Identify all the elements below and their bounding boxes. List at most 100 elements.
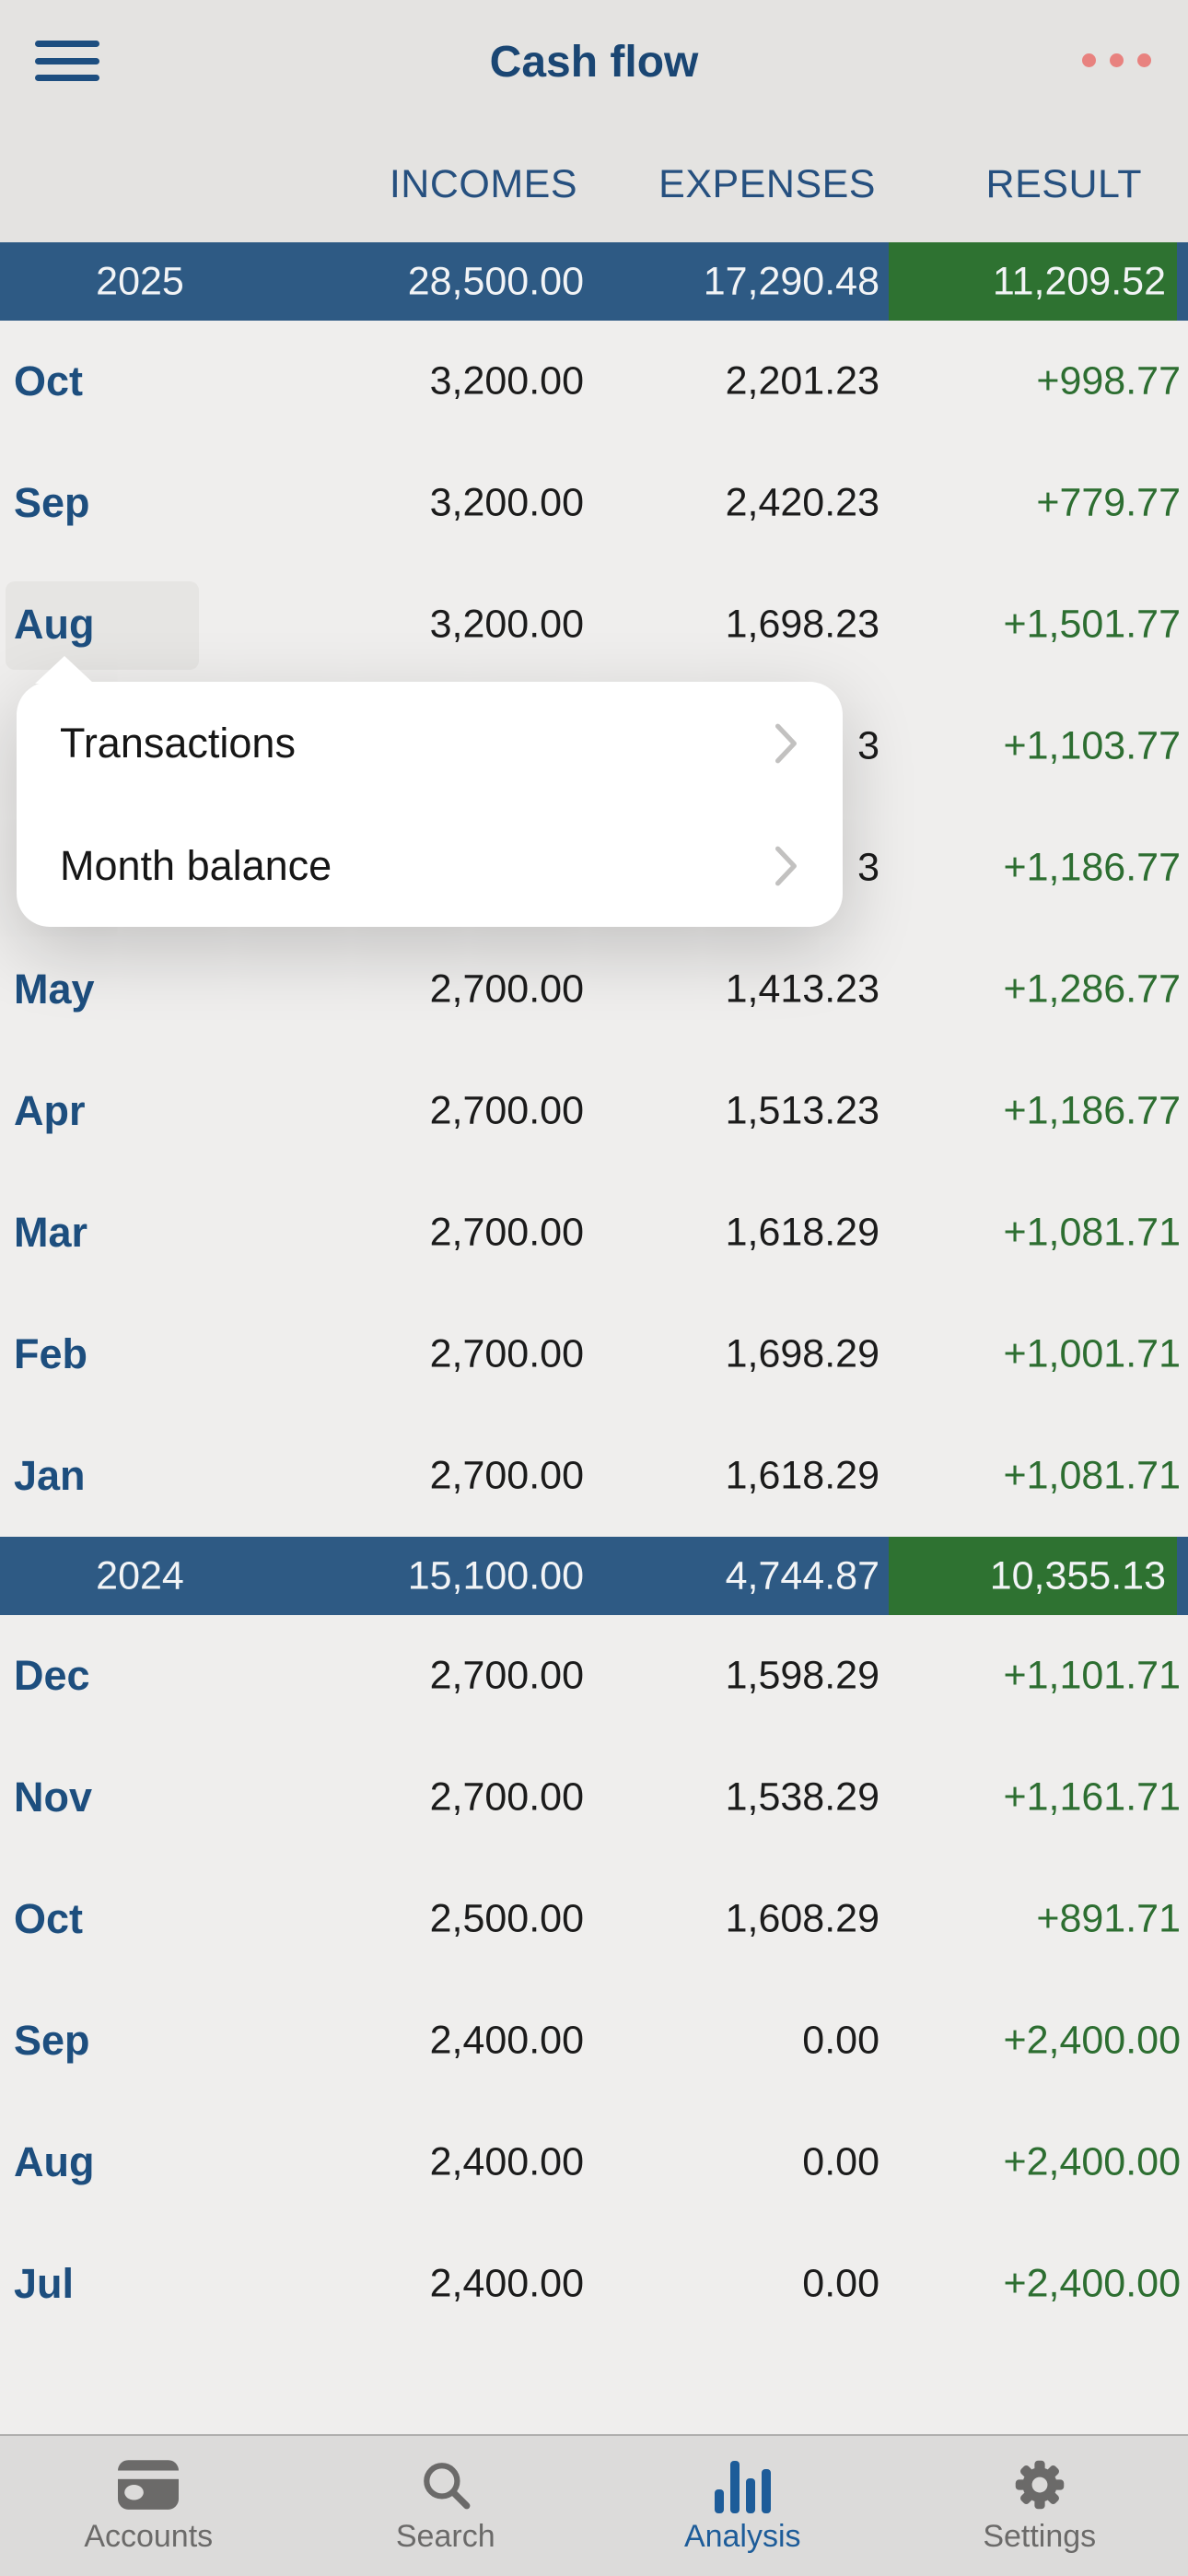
- row-result-value: +1,081.71: [1003, 1453, 1182, 1498]
- row-result-value: +1,501.77: [1003, 602, 1182, 647]
- row-period-label[interactable]: 2025: [96, 259, 184, 303]
- row-result-value: +1,186.77: [1003, 1088, 1182, 1133]
- row-period-label[interactable]: Aug: [14, 601, 95, 648]
- table-row[interactable]: Nov 2,700.00 1,538.29 +1,161.71: [0, 1737, 1188, 1858]
- row-income-value: 2,700.00: [429, 1653, 584, 1698]
- row-expense-value: 0.00: [802, 2018, 879, 2063]
- row-period-label[interactable]: Oct: [14, 1895, 84, 1942]
- row-expense-value: 1,618.29: [725, 1210, 879, 1255]
- tab-settings[interactable]: Settings: [891, 2436, 1188, 2576]
- ellipsis-icon: [1082, 53, 1096, 67]
- table-row[interactable]: Aug 2,400.00 0.00 +2,400.00: [0, 2102, 1188, 2223]
- row-result-value: +1,286.77: [1003, 966, 1182, 1012]
- row-period-label[interactable]: Sep: [14, 2017, 90, 2064]
- row-expense-value: 1,513.23: [725, 1088, 879, 1133]
- column-header-incomes: INCOMES: [389, 162, 577, 206]
- row-income-value: 2,700.00: [429, 1453, 584, 1498]
- hamburger-menu-button[interactable]: [35, 41, 99, 81]
- row-income-value: 2,700.00: [429, 1088, 584, 1133]
- table-row[interactable]: Dec 2,700.00 1,598.29 +1,101.71: [0, 1615, 1188, 1737]
- table-row[interactable]: May 2,700.00 1,413.23 +1,286.77: [0, 929, 1188, 1050]
- table-row[interactable]: 3 +1,186.77: [0, 807, 1188, 929]
- table-row[interactable]: Jul 2,400.00 0.00 +2,400.00: [0, 2223, 1188, 2345]
- table-row[interactable]: Jan 2,700.00 1,618.29 +1,081.71: [0, 1415, 1188, 1537]
- hamburger-icon: [35, 75, 99, 81]
- row-period-label[interactable]: Apr: [14, 1087, 86, 1134]
- tab-accounts[interactable]: Accounts: [0, 2436, 297, 2576]
- table-row[interactable]: 2024 15,100.00 4,744.87 10,355.13: [0, 1537, 1188, 1615]
- row-income-value: 2,400.00: [429, 2139, 584, 2184]
- column-header-result: RESULT: [985, 162, 1142, 206]
- chevron-right-icon: [775, 722, 798, 765]
- settings-gear-icon: [1012, 2454, 1067, 2515]
- table-row[interactable]: Sep 2,400.00 0.00 +2,400.00: [0, 1980, 1188, 2102]
- row-period-label[interactable]: Aug: [14, 2138, 95, 2185]
- tab-label: Search: [395, 2519, 495, 2554]
- row-income-value: 3,200.00: [429, 602, 584, 647]
- row-period-label[interactable]: Oct: [14, 357, 84, 404]
- row-result-value: +1,161.71: [1003, 1774, 1182, 1820]
- analysis-bars-icon: [713, 2454, 772, 2515]
- row-expense-value: 1,608.29: [725, 1896, 879, 1941]
- context-menu-popup: Transactions Month balance: [17, 656, 843, 927]
- row-expense-value: 17,290.48: [703, 259, 879, 303]
- row-period-label[interactable]: Jul: [14, 2260, 75, 2307]
- tab-label: Accounts: [84, 2519, 214, 2554]
- row-expense-value: 4,744.87: [725, 1553, 879, 1598]
- tab-analysis[interactable]: Analysis: [594, 2436, 891, 2576]
- row-income-value: 2,700.00: [429, 1331, 584, 1376]
- row-result-value: +1,081.71: [1003, 1210, 1182, 1255]
- row-expense-value: 2,201.23: [725, 358, 879, 404]
- tab-search[interactable]: Search: [297, 2436, 595, 2576]
- row-period-label[interactable]: Feb: [14, 1330, 88, 1377]
- popup-tail: [35, 656, 94, 684]
- row-result-value: 11,209.52: [992, 259, 1166, 303]
- hamburger-icon: [35, 57, 99, 64]
- row-income-value: 2,700.00: [429, 1210, 584, 1255]
- row-period-label[interactable]: May: [14, 966, 95, 1013]
- table-row[interactable]: 2025 28,500.00 17,290.48 11,209.52: [0, 242, 1188, 321]
- row-result-value: +891.71: [1036, 1896, 1181, 1941]
- row-expense-value: 2,420.23: [725, 480, 879, 525]
- accounts-card-icon: [118, 2454, 180, 2515]
- row-expense-value: 1,538.29: [725, 1774, 879, 1820]
- row-result-value: +2,400.00: [1003, 2261, 1182, 2306]
- bottom-tab-bar: Accounts Search Analysis: [0, 2434, 1188, 2576]
- table-row[interactable]: Apr 2,700.00 1,513.23 +1,186.77: [0, 1050, 1188, 1172]
- row-income-value: 2,500.00: [429, 1896, 584, 1941]
- row-result-value: +779.77: [1036, 480, 1181, 525]
- menu-item-month-balance[interactable]: Month balance: [17, 804, 843, 927]
- table-row[interactable]: Aug 3,200.00 1,698.23 +1,501.77: [0, 564, 1188, 685]
- menu-item-label: Month balance: [60, 841, 332, 889]
- row-result-value: +998.77: [1036, 358, 1181, 404]
- table-row[interactable]: Oct 2,500.00 1,608.29 +891.71: [0, 1858, 1188, 1980]
- row-income-value: 15,100.00: [407, 1553, 584, 1598]
- row-period-label[interactable]: Jan: [14, 1452, 86, 1499]
- row-period-label[interactable]: Sep: [14, 479, 90, 526]
- ellipsis-icon: [1110, 53, 1124, 67]
- row-result-value: +1,101.71: [1003, 1653, 1182, 1698]
- menu-item-transactions[interactable]: Transactions: [17, 682, 843, 804]
- chevron-right-icon: [775, 845, 798, 887]
- row-income-value: 2,400.00: [429, 2018, 584, 2063]
- row-income-value: 2,700.00: [429, 1774, 584, 1820]
- row-period-label[interactable]: Mar: [14, 1209, 88, 1256]
- row-income-value: 2,400.00: [429, 2261, 584, 2306]
- row-expense-value: 1,598.29: [725, 1653, 879, 1698]
- row-period-label[interactable]: 2024: [96, 1553, 184, 1598]
- row-income-value: 3,200.00: [429, 480, 584, 525]
- table-row[interactable]: Sep 3,200.00 2,420.23 +779.77: [0, 442, 1188, 564]
- table-row[interactable]: 3 +1,103.77: [0, 685, 1188, 807]
- row-result-value: +1,103.77: [1003, 723, 1182, 768]
- row-period-label[interactable]: Nov: [14, 1774, 93, 1821]
- row-expense-value: 3: [857, 845, 879, 890]
- more-options-button[interactable]: [1082, 53, 1151, 67]
- table-row[interactable]: Oct 3,200.00 2,201.23 +998.77: [0, 321, 1188, 442]
- table-row[interactable]: Mar 2,700.00 1,618.29 +1,081.71: [0, 1172, 1188, 1294]
- row-period-label[interactable]: Dec: [14, 1652, 90, 1699]
- row-income-value: 3,200.00: [429, 358, 584, 404]
- table-row[interactable]: Feb 2,700.00 1,698.29 +1,001.71: [0, 1294, 1188, 1415]
- search-icon: [419, 2454, 472, 2515]
- row-expense-value: 1,413.23: [725, 966, 879, 1012]
